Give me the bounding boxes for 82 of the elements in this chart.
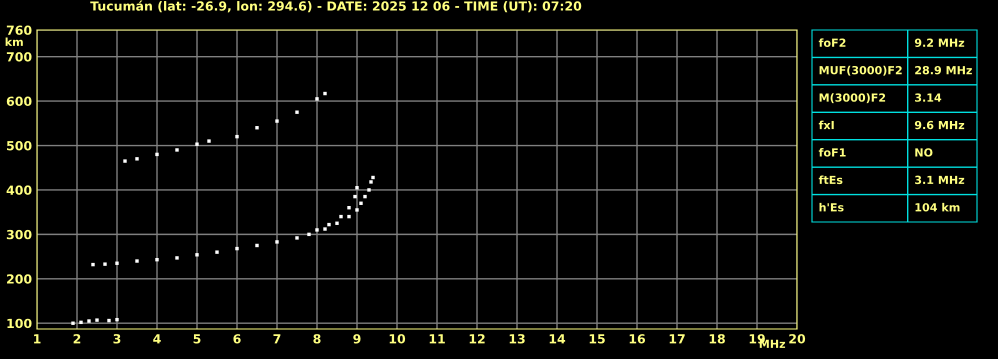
text: 3.1 MHz (915, 176, 964, 184)
x-tick-label: 9 (353, 334, 361, 344)
chart-title: Tucumán (lat: -26.9, lon: 294.6) - DATE: 2025 12 06 - TIME (UT): 07:20 (90, 0, 582, 12)
x-tick-label: 1 (34, 334, 40, 344)
point (215, 250, 219, 254)
x-tick-label: 13 (510, 334, 525, 344)
x-tick-label: 17 (670, 334, 685, 344)
point (347, 214, 351, 218)
point (307, 232, 311, 236)
text: 9.2 MHz (914, 38, 964, 47)
point (95, 318, 99, 322)
point (295, 236, 299, 240)
point (315, 97, 319, 101)
y-axis-title: km (6, 37, 23, 46)
text: foF1 (818, 148, 846, 157)
text: MUF(3000)F2 (820, 66, 902, 76)
point (355, 208, 359, 212)
x-tick-label: 5 (194, 334, 200, 344)
x-tick-label: 3 (113, 334, 120, 344)
text: 104 km (916, 202, 960, 212)
y-tick-label: 500 (7, 140, 32, 150)
point (235, 246, 239, 250)
point (155, 258, 159, 262)
x-tick-label: 15 (590, 334, 605, 344)
text: foF2 (818, 38, 846, 47)
x-tick-label: 18 (710, 334, 725, 344)
y-tick-label: 600 (6, 96, 32, 106)
point (255, 126, 259, 130)
point (315, 228, 319, 232)
x-tick-label: 14 (550, 334, 566, 344)
x-tick-label: 11 (430, 334, 445, 344)
point (107, 318, 111, 322)
point (327, 222, 331, 226)
text: 9.6 MHz (914, 120, 964, 130)
text: 28.9 MHz (915, 66, 972, 74)
point (363, 194, 367, 198)
point (155, 152, 159, 156)
text: NO (915, 148, 932, 157)
point (103, 262, 107, 266)
point (353, 194, 357, 198)
point (79, 320, 83, 324)
y-tick-label: 400 (6, 185, 32, 195)
point (115, 262, 119, 265)
x-tick-label: 10 (390, 334, 406, 344)
point (195, 142, 199, 146)
y-tick-label: 700 (6, 52, 32, 62)
point (207, 139, 211, 143)
x-tick-label: 4 (153, 334, 161, 344)
point (235, 134, 239, 138)
text: 3.14 (915, 93, 942, 102)
point (355, 186, 359, 190)
point (369, 180, 373, 184)
point (275, 119, 279, 123)
point (123, 159, 127, 163)
x-tick-label: 7 (273, 334, 280, 344)
x-tick-label: 12 (470, 334, 485, 344)
text: M(3000)F2 (820, 93, 886, 104)
point (339, 214, 343, 218)
point (335, 222, 339, 225)
point (91, 262, 95, 266)
x-tick-label: 16 (630, 334, 646, 344)
text: ftEs (818, 175, 842, 184)
y-tick-label: 300 (6, 230, 32, 240)
x-tick-label: 8 (313, 334, 321, 344)
x-tick-label: 20 (789, 334, 806, 344)
y-tick-label: 200 (7, 274, 32, 284)
point (275, 240, 279, 244)
point (347, 206, 351, 210)
point (175, 256, 179, 260)
point (71, 322, 75, 325)
point (367, 188, 371, 192)
point (295, 110, 299, 114)
point (195, 253, 199, 257)
y-tick-label: 100 (7, 318, 32, 328)
x-tick-label: 6 (233, 334, 241, 344)
point (115, 318, 119, 322)
point (135, 157, 139, 161)
text: fxI (818, 120, 834, 130)
y-tick-label: 760 (6, 25, 32, 35)
x-tick-label: 2 (74, 334, 80, 344)
text: h'Es (820, 202, 844, 212)
point (359, 202, 363, 205)
